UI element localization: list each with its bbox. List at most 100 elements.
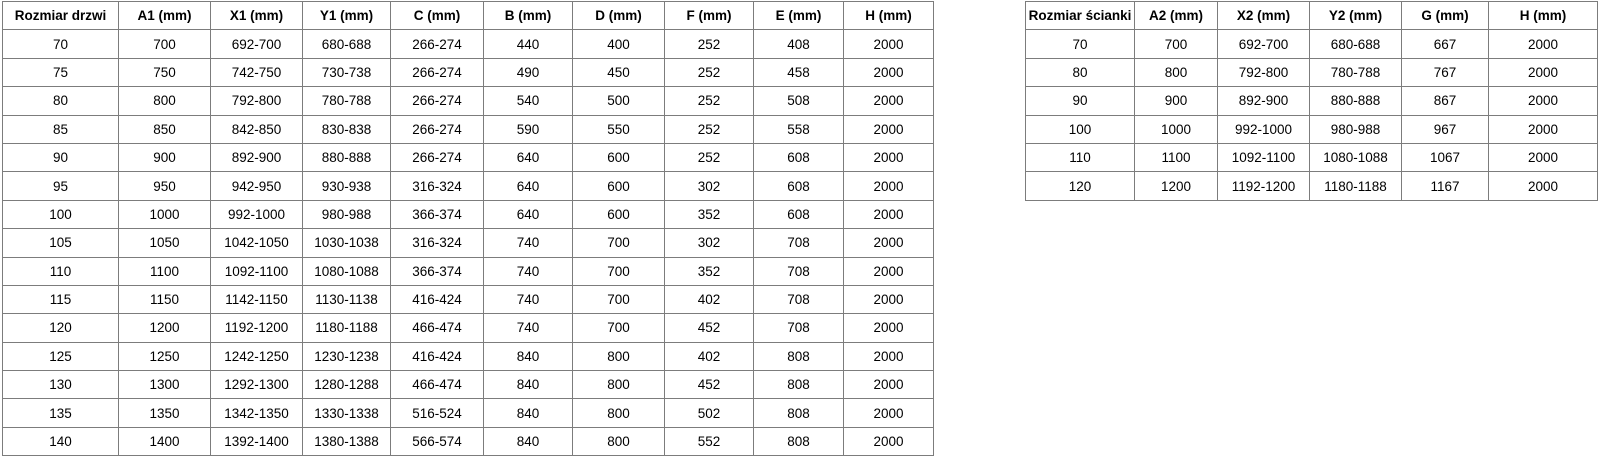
table-row: 70 700 692-700 680-688 266-274 440 400 252 408 20…: [2, 29, 934, 59]
table-cell: 302: [664, 228, 754, 258]
table-cell: 1067: [1401, 142, 1489, 173]
table-cell: 867: [1401, 86, 1489, 116]
table-row: 140 1400 1392-1400 1380-1388 566-574 840 800 55…: [2, 426, 934, 457]
column-header: Rozmiar ścianki: [1025, 0, 1135, 31]
table-cell: 708: [753, 284, 844, 315]
table-cell: 366-374: [390, 199, 484, 230]
table-header-row: Rozmiar ścianki A2 (mm) X2 (mm) Y2 (mm) G (m…: [1025, 0, 1598, 31]
table-cell: 1000: [1134, 114, 1218, 144]
table-cell: 850: [118, 114, 211, 144]
table-cell: 967: [1401, 114, 1489, 144]
table-cell: 1030-1038: [302, 228, 391, 258]
table-cell: 992-1000: [1217, 114, 1310, 144]
table-cell: 508: [753, 86, 844, 116]
table-cell: 452: [664, 370, 754, 400]
table-cell: 700: [572, 313, 665, 343]
table-cell: 2000: [843, 256, 934, 286]
table-row: 110 1100 1092-1100 1080-1088 366-374 740 700 35…: [2, 256, 934, 286]
table-cell: 1392-1400: [210, 426, 303, 457]
table-cell: 640: [483, 142, 573, 173]
table-cell: 302: [664, 171, 754, 201]
table-cell: 1180-1188: [1309, 171, 1402, 201]
table-cell: 880-888: [1309, 86, 1402, 116]
table-cell: 2000: [843, 228, 934, 258]
table-cell: 992-1000: [210, 199, 303, 230]
table-cell: 980-988: [302, 199, 391, 230]
table-cell: 1350: [118, 398, 211, 428]
table-cell: 266-274: [390, 57, 484, 88]
table-cell: 708: [753, 256, 844, 286]
table-cell: 740: [483, 256, 573, 286]
table-row: 135 1350 1342-1350 1330-1338 516-524 840 800 50…: [2, 398, 934, 428]
table-cell: 80: [1025, 57, 1135, 88]
table-cell: 316-324: [390, 228, 484, 258]
table-cell: 402: [664, 341, 754, 372]
table-cell: 800: [572, 426, 665, 457]
table-cell: 1050: [118, 228, 211, 258]
table-cell: 750: [118, 57, 211, 88]
table-cell: 1130-1138: [302, 284, 391, 315]
table-cell: 1230-1238: [302, 341, 391, 372]
table-cell: 70: [1025, 29, 1135, 59]
table-cell: 500: [572, 86, 665, 116]
table-row: 90 900 892-900 880-888 266-274 640 600 252 608 20…: [2, 142, 934, 173]
door-sizes-table: Rozmiar drzwi A1 (mm) X1 (mm) Y1 (mm) C (mm)…: [2, 0, 934, 457]
table-row: 130 1300 1292-1300 1280-1288 466-474 840 800 45…: [2, 370, 934, 400]
table-cell: 700: [572, 256, 665, 286]
table-cell: 252: [664, 142, 754, 173]
table-cell: 2000: [843, 426, 934, 457]
table-cell: 1342-1350: [210, 398, 303, 428]
table-cell: 2000: [1488, 29, 1598, 59]
table-cell: 266-274: [390, 29, 484, 59]
table-cell: 608: [753, 199, 844, 230]
table-cell: 80: [2, 86, 119, 116]
table-cell: 708: [753, 228, 844, 258]
table-cell: 2000: [843, 29, 934, 59]
table-cell: 840: [483, 370, 573, 400]
table-cell: 566-574: [390, 426, 484, 457]
table-cell: 780-788: [302, 86, 391, 116]
table-cell: 800: [572, 370, 665, 400]
table-cell: 1300: [118, 370, 211, 400]
table-cell: 2000: [843, 284, 934, 315]
table-cell: 252: [664, 29, 754, 59]
table-cell: 800: [572, 398, 665, 428]
table-cell: 1292-1300: [210, 370, 303, 400]
table-cell: 450: [572, 57, 665, 88]
table-cell: 700: [572, 228, 665, 258]
table-cell: 980-988: [1309, 114, 1402, 144]
table-cell: 930-938: [302, 171, 391, 201]
table-cell: 600: [572, 142, 665, 173]
column-header: F (mm): [664, 0, 754, 31]
table-cell: 800: [1134, 57, 1218, 88]
table-cell: 2000: [843, 313, 934, 343]
column-header: X1 (mm): [210, 0, 303, 31]
column-header: E (mm): [753, 0, 844, 31]
table-cell: 608: [753, 142, 844, 173]
table-cell: 830-838: [302, 114, 391, 144]
table-cell: 558: [753, 114, 844, 144]
table-cell: 466-474: [390, 313, 484, 343]
wall-panel-sizes-table: Rozmiar ścianki A2 (mm) X2 (mm) Y2 (mm) G (m…: [1025, 0, 1598, 201]
table-row: 100 1000 992-1000 980-988 366-374 640 600 352 60…: [2, 199, 934, 230]
table-cell: 252: [664, 57, 754, 88]
table-cell: 608: [753, 171, 844, 201]
table-cell: 2000: [843, 341, 934, 372]
table-row: 85 850 842-850 830-838 266-274 590 550 252 558 20…: [2, 114, 934, 144]
table-cell: 2000: [1488, 57, 1598, 88]
table-cell: 1000: [118, 199, 211, 230]
table-cell: 105: [2, 228, 119, 258]
table-cell: 840: [483, 341, 573, 372]
table-cell: 808: [753, 341, 844, 372]
table-cell: 1200: [118, 313, 211, 343]
table-cell: 416-424: [390, 284, 484, 315]
table-cell: 75: [2, 57, 119, 88]
table-cell: 115: [2, 284, 119, 315]
table-cell: 1142-1150: [210, 284, 303, 315]
table-row: 90 900 892-900 880-888 867 2000: [1025, 86, 1598, 116]
table-cell: 252: [664, 114, 754, 144]
table-cell: 452: [664, 313, 754, 343]
table-cell: 700: [1134, 29, 1218, 59]
table-cell: 800: [572, 341, 665, 372]
table-cell: 130: [2, 370, 119, 400]
